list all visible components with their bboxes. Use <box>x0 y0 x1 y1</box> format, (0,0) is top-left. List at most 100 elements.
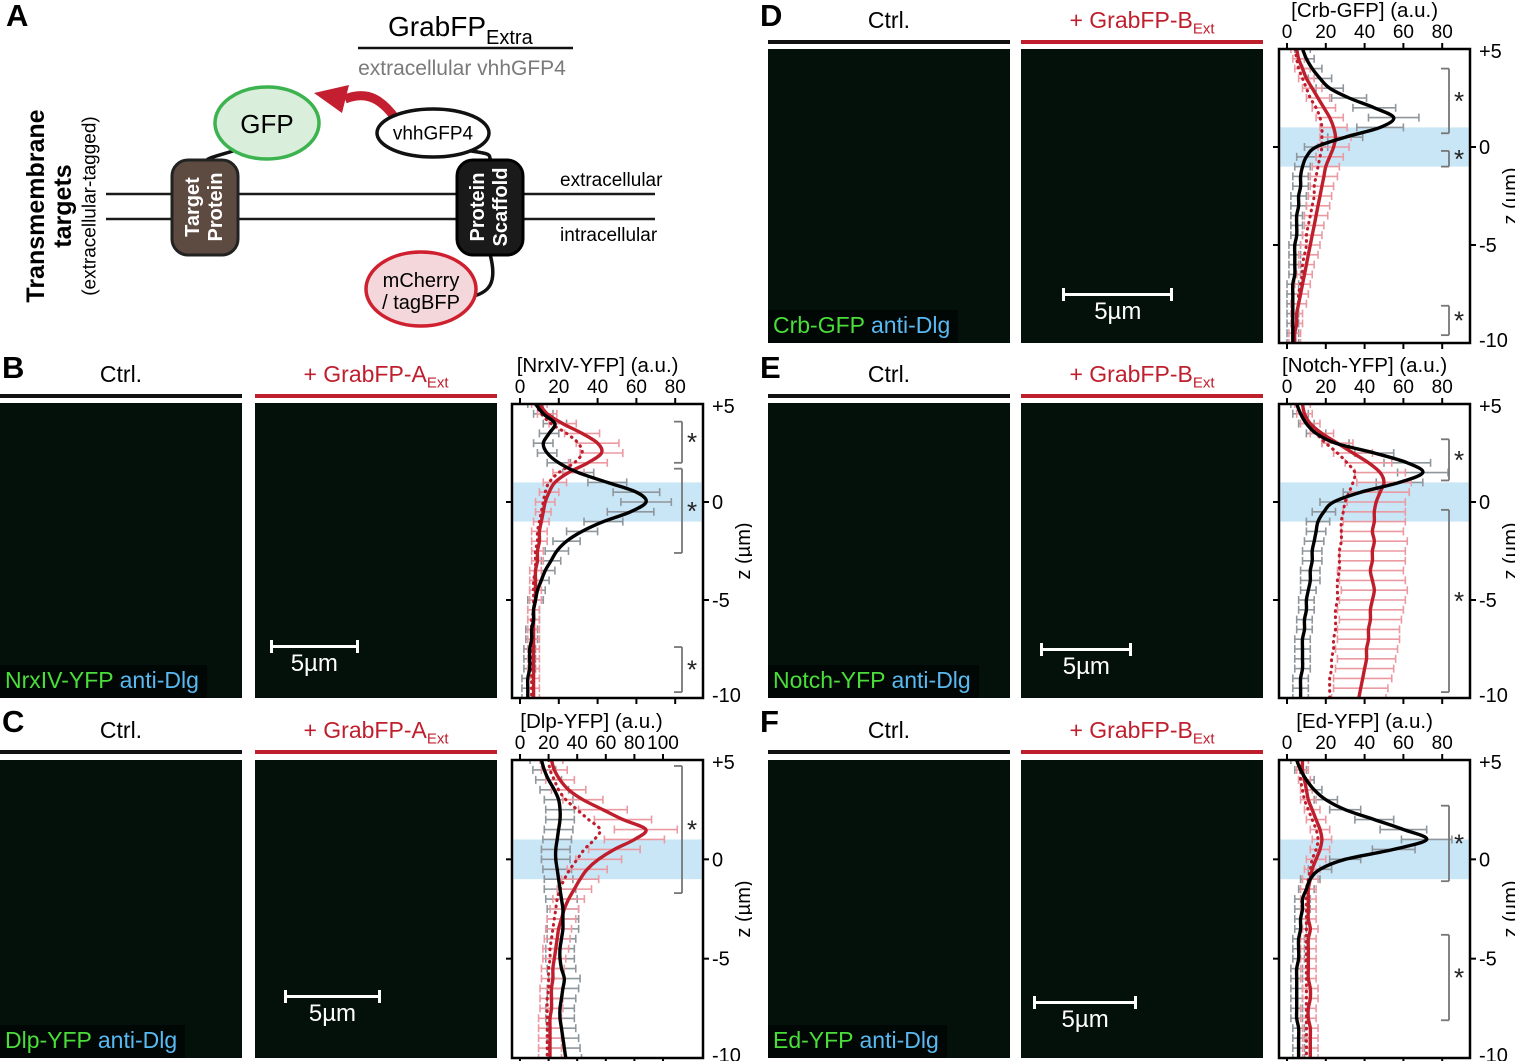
plot-title: [Crb-GFP] (a.u.) <box>1291 0 1438 22</box>
treatment-underline <box>1021 750 1263 754</box>
x-tick-label: 60 <box>1393 22 1414 43</box>
ctrl-underline <box>768 40 1010 44</box>
protein-scaffold-line2: Scaffold <box>490 168 512 247</box>
significance-asterisk: * <box>1454 445 1464 475</box>
profile-curve <box>1300 404 1357 698</box>
significance-bracket <box>674 420 683 464</box>
panel-a-letter: A <box>6 0 29 33</box>
z-axis-label: z (µm) <box>733 880 752 937</box>
counterstain-label: anti-Dlg <box>119 667 199 693</box>
significance-bracket <box>1441 933 1450 1022</box>
counterstain-label: anti-Dlg <box>97 1027 178 1053</box>
micrograph-ctrl: Dlp-YFP anti-Dlg <box>0 760 242 1058</box>
marker-label: NrxIV-YFP <box>5 667 114 693</box>
micrograph-ctrl: Ed-YFP anti-Dlg <box>768 760 1010 1058</box>
treatment-header: + GrabFP-AExt <box>255 716 497 749</box>
counterstain-label: anti-Dlg <box>859 1027 939 1053</box>
scalebar: 5µm <box>284 990 381 1028</box>
ctrl-underline <box>0 394 242 398</box>
z-tick-label: 0 <box>1479 492 1490 514</box>
micrograph-ctrl: NrxIV-YFP anti-Dlg <box>0 403 242 698</box>
treatment-header: + GrabFP-BExt <box>1021 360 1263 393</box>
plot-title: [Dlp-YFP] (a.u.) <box>520 710 662 733</box>
micrograph-treatment: 5µm <box>255 760 497 1058</box>
scalebar-line <box>1040 642 1133 656</box>
fluorophore-line2: / tagBFP <box>382 292 460 314</box>
x-tick-label: 0 <box>515 733 526 754</box>
x-tick-label: 80 <box>624 733 645 754</box>
x-tick-label: 100 <box>647 733 679 754</box>
scalebar-label: 5µm <box>1094 298 1142 326</box>
stain-legend: NrxIV-YFP anti-Dlg <box>0 665 207 698</box>
significance-asterisk: * <box>687 815 697 845</box>
micrograph-ctrl: Notch-YFP anti-Dlg <box>768 403 1010 698</box>
scalebar-label: 5µm <box>290 649 338 677</box>
treatment-underline <box>1021 40 1263 44</box>
micrograph-ctrl: Crb-GFP anti-Dlg <box>768 49 1010 343</box>
significance-asterisk: * <box>687 655 697 685</box>
plot-data-layer <box>1286 49 1420 343</box>
x-tick-label: 60 <box>595 733 616 754</box>
x-tick-label: 20 <box>548 377 569 398</box>
z-tick-label: +5 <box>1479 396 1502 418</box>
significance-bracket <box>1441 150 1450 168</box>
x-tick-label: 80 <box>1432 733 1453 754</box>
z-tick-label: -5 <box>1479 235 1497 257</box>
scalebar: 5µm <box>1040 642 1133 681</box>
plot-data-layer <box>529 760 679 1058</box>
profile-curve <box>1292 49 1338 343</box>
side-label-transmembrane: Transmembrane <box>22 109 50 302</box>
counterstain-label: anti-Dlg <box>870 312 951 338</box>
z-tick-label: -10 <box>712 685 741 706</box>
x-tick-label: 0 <box>515 377 526 398</box>
intensity-profile-plot-b: 0 20 40 60 80 +5 0 -5 -10 z (µm) [NrxIV-YFP] (a.u.… <box>506 354 752 706</box>
z-tick-label: 0 <box>712 492 723 514</box>
stain-legend: Dlp-YFP anti-Dlg <box>0 1025 186 1058</box>
axes-frame <box>1277 402 1472 700</box>
scalebar-label: 5µm <box>308 1000 357 1028</box>
significance-asterisk: * <box>1454 586 1464 616</box>
z-tick-label: 0 <box>1479 137 1490 159</box>
z-tick-label: +5 <box>712 396 735 418</box>
axes-frame <box>510 758 705 1060</box>
diagram-subtitle: extracellular vhhGFP4 <box>358 57 566 80</box>
scalebar-line <box>1062 288 1174 302</box>
profile-curve <box>1300 404 1386 698</box>
z-tick-label: -10 <box>1479 1045 1508 1061</box>
z-tick-label: 0 <box>712 849 723 871</box>
x-tick-label: 40 <box>1354 733 1375 754</box>
profile-curve <box>1295 404 1425 698</box>
fluorophore-line1: mCherry <box>383 270 460 292</box>
z-tick-label: -5 <box>1479 949 1497 971</box>
scalebar-label: 5µm <box>1061 1006 1109 1034</box>
binding-arrow-shaft <box>343 91 400 122</box>
significance-asterisk: * <box>1454 144 1464 174</box>
treatment-underline <box>255 750 497 754</box>
x-tick-label: 20 <box>1315 377 1336 398</box>
extracellular-label: extracellular <box>560 170 663 191</box>
plot-data-layer <box>1290 404 1449 698</box>
z-tick-label: +5 <box>1479 41 1502 63</box>
diagram-title: GrabFPExtra <box>388 11 534 49</box>
scalebar-line <box>1033 996 1138 1010</box>
ctrl-header: Ctrl. <box>99 361 143 387</box>
ctrl-header: Ctrl. <box>867 361 911 387</box>
panel-c-letter: C <box>2 704 25 739</box>
x-tick-label: 20 <box>538 733 559 754</box>
significance-asterisk: * <box>687 496 697 526</box>
treatment-label: + GrabFP-B <box>1069 7 1193 33</box>
marker-label: Ed-YFP <box>773 1027 854 1053</box>
x-tick-label: 40 <box>587 377 608 398</box>
profile-curve <box>539 760 568 1058</box>
z-tick-label: +5 <box>712 752 735 774</box>
x-tick-label: 20 <box>1315 733 1336 754</box>
gfp-label: GFP <box>240 109 293 139</box>
micrograph-treatment: 5µm <box>1021 760 1263 1058</box>
x-tick-label: 20 <box>1315 22 1336 43</box>
marker-label: Dlp-YFP <box>5 1027 92 1053</box>
treatment-label-sub: Ext <box>1192 374 1215 392</box>
z-axis-label: z (µm) <box>733 522 752 579</box>
x-tick-label: 60 <box>626 377 647 398</box>
scalebar-line <box>284 990 381 1004</box>
